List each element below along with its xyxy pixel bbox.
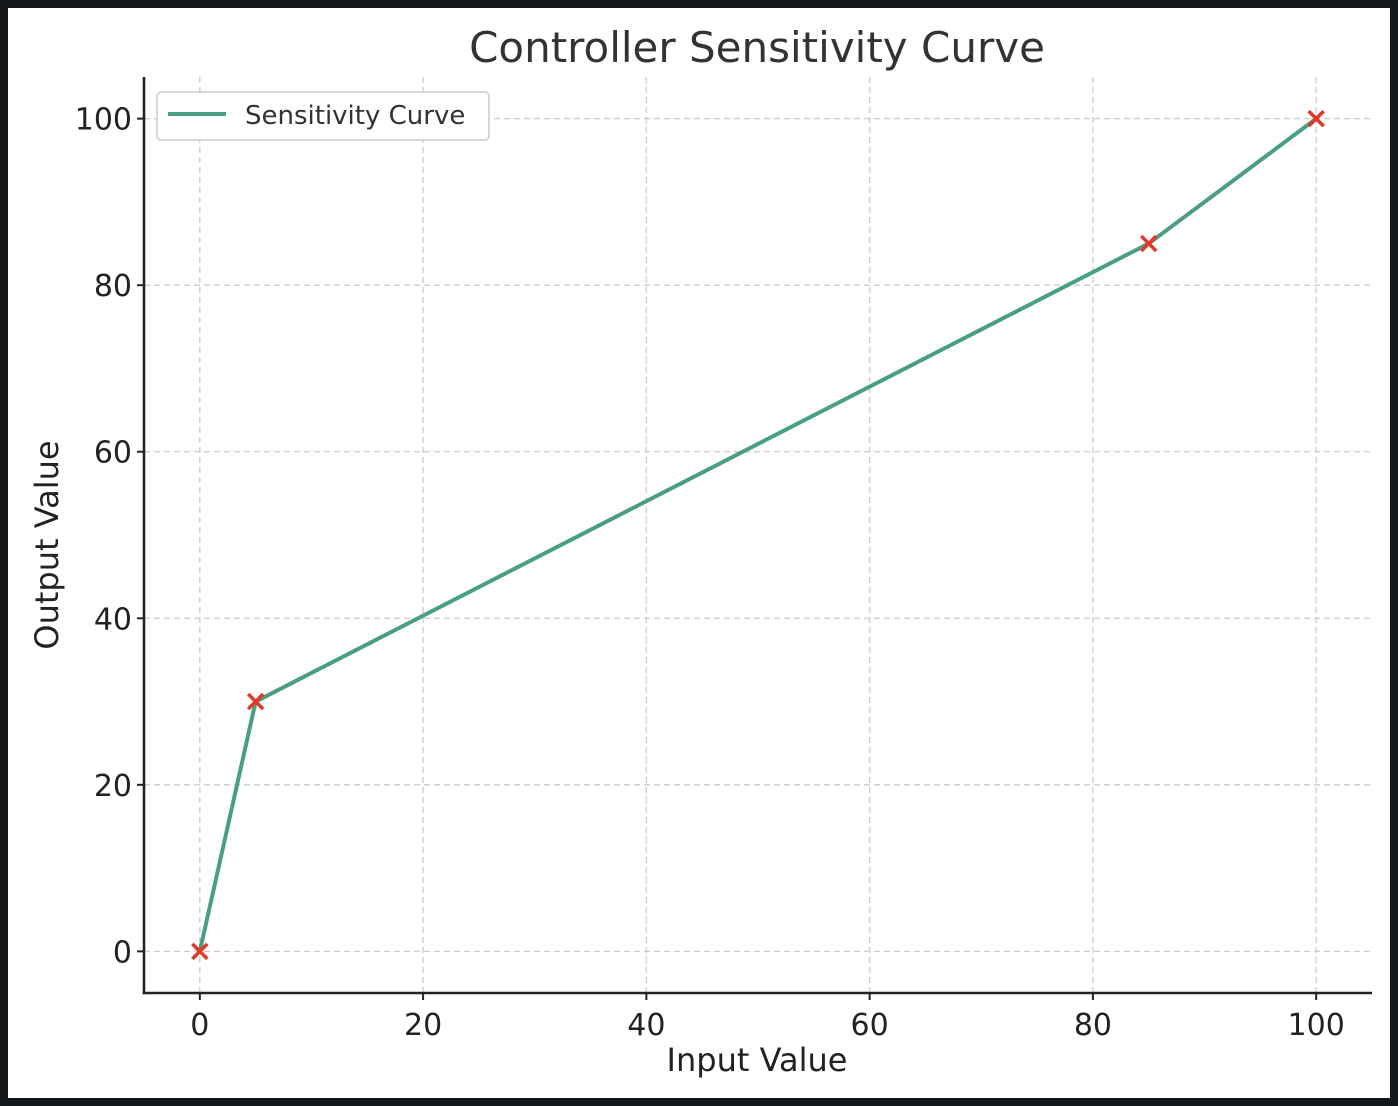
x-marker <box>1307 109 1325 128</box>
x-marker-stroke <box>1139 234 1158 253</box>
ticks: 0 20 40 60 80 100 0 20 40 60 80 100 <box>75 103 1345 1043</box>
x-marker-stroke <box>1307 109 1325 128</box>
x-axis-label: Input Value <box>667 1041 848 1079</box>
series-group <box>197 116 1319 954</box>
chart-frame: 0 20 40 60 80 100 0 20 40 60 80 100 Controller Sens… <box>8 8 1390 1098</box>
x-marker-stroke <box>246 692 265 711</box>
x-tick-label: 0 <box>190 1008 209 1043</box>
series-line-sensitivity-curve <box>197 116 1319 954</box>
x-marker <box>246 692 265 711</box>
legend-box <box>156 91 490 141</box>
line-chart: 0 20 40 60 80 100 0 20 40 60 80 100 Controller Sens… <box>28 23 1372 1079</box>
y-tick-label: 0 <box>113 935 132 970</box>
x-tick-label: 60 <box>851 1008 889 1043</box>
y-tick-label: 100 <box>75 103 132 138</box>
x-tick-label: 40 <box>627 1008 665 1043</box>
y-tick-label: 60 <box>94 436 132 471</box>
y-tick-label: 40 <box>94 602 132 637</box>
y-tick-label: 20 <box>94 769 132 804</box>
legend-label: Sensitivity Curve <box>245 101 465 131</box>
marker-group <box>191 109 1325 961</box>
x-tick-label: 80 <box>1074 1008 1112 1043</box>
grid <box>144 77 1372 993</box>
x-tick-label: 20 <box>404 1008 442 1043</box>
x-marker-stroke <box>191 942 209 961</box>
x-tick-label: 100 <box>1288 1008 1345 1043</box>
x-marker <box>191 942 209 961</box>
x-marker <box>1139 234 1158 253</box>
axes <box>142 77 1372 995</box>
chart-title: Controller Sensitivity Curve <box>469 23 1045 72</box>
y-axis-label: Output Value <box>28 440 66 649</box>
legend: Sensitivity Curve <box>156 91 490 141</box>
y-tick-label: 80 <box>94 269 132 304</box>
